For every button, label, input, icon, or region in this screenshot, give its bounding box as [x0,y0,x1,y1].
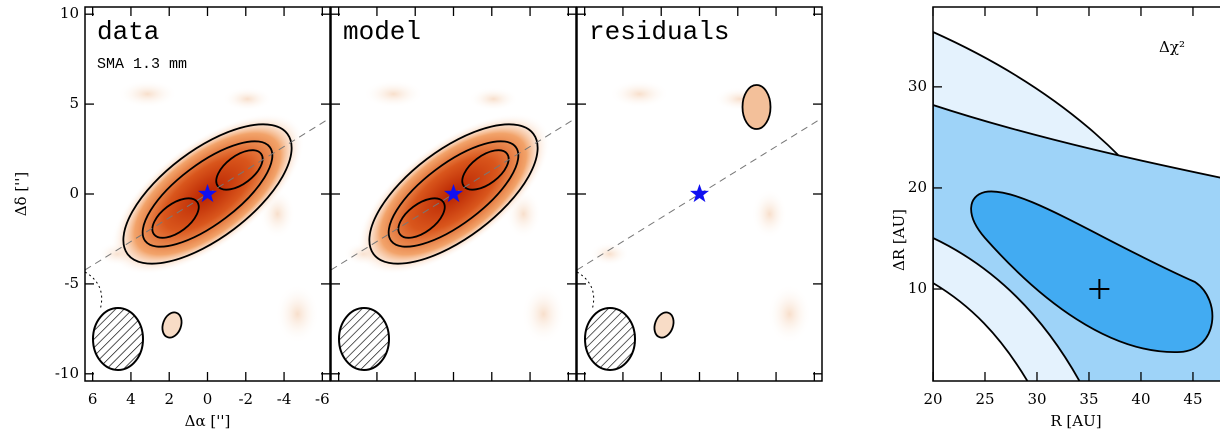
noise [590,242,630,266]
y-tick-label: 0 [69,184,79,202]
residual-blob [743,85,771,129]
x-tick-label: 45 [1183,390,1202,408]
panel-title: residuals [589,17,729,47]
x-tick-label: 4 [126,390,136,408]
x-tick-label: -2 [238,390,253,408]
x-tick-label: 6 [88,390,98,408]
x-tick-label: 25 [975,390,994,408]
y-tick-label: 20 [908,178,927,196]
y-tick-label: 10 [908,279,927,297]
panel: model [330,7,576,381]
noise [752,189,788,239]
noise [610,80,670,108]
x-tick-label: 40 [1131,390,1150,408]
y-axis-label: Δδ [''] [12,172,30,217]
panel-subtitle: SMA 1.3 mm [97,56,187,73]
x-tick-label: 20 [923,390,942,408]
x-tick-label: -6 [315,390,330,408]
figure: 6420-2-4-6-10-50510dataSMA 1.3 mmΔα ['']… [0,0,1220,433]
noise [364,80,424,108]
x-tick-label: 0 [203,390,213,408]
noise [522,284,566,344]
y-axis-label: ΔR [AU] [890,209,908,271]
panel: 20 25 30 35 40 45 10 20 30 Δχ² R [AU] ΔR [AU] [890,7,1220,430]
y-tick-label: -5 [64,274,79,292]
noise [768,284,812,344]
y-tick-label: 5 [69,94,79,112]
beam [339,308,389,370]
y-tick-label: -10 [55,364,79,382]
x-tick-label: 30 [1027,390,1046,408]
noise [118,80,178,108]
panel: 6 4 2 0 -2 -4 -6 -10 -5 0 5 10 data SMA 1.3 mm Δα ['']… [12,4,331,430]
panel-title: Δχ² [1159,38,1185,56]
x-tick-label: -4 [277,390,292,408]
contours [933,7,1220,382]
beam [93,308,143,370]
noise [276,284,320,344]
x-tick-label: 35 [1079,390,1098,408]
x-axis-label: R [AU] [1050,412,1101,430]
noise [469,87,519,111]
y-tick-label: 10 [60,4,79,22]
panel-title: data [97,17,159,47]
beam [585,308,635,370]
x-axis-label: Δα [''] [185,412,231,430]
y-tick-label: 30 [908,77,927,95]
panel-title: model [343,17,421,47]
x-tick-label: 2 [164,390,174,408]
noise [223,87,273,111]
panel: residuals [577,7,822,381]
